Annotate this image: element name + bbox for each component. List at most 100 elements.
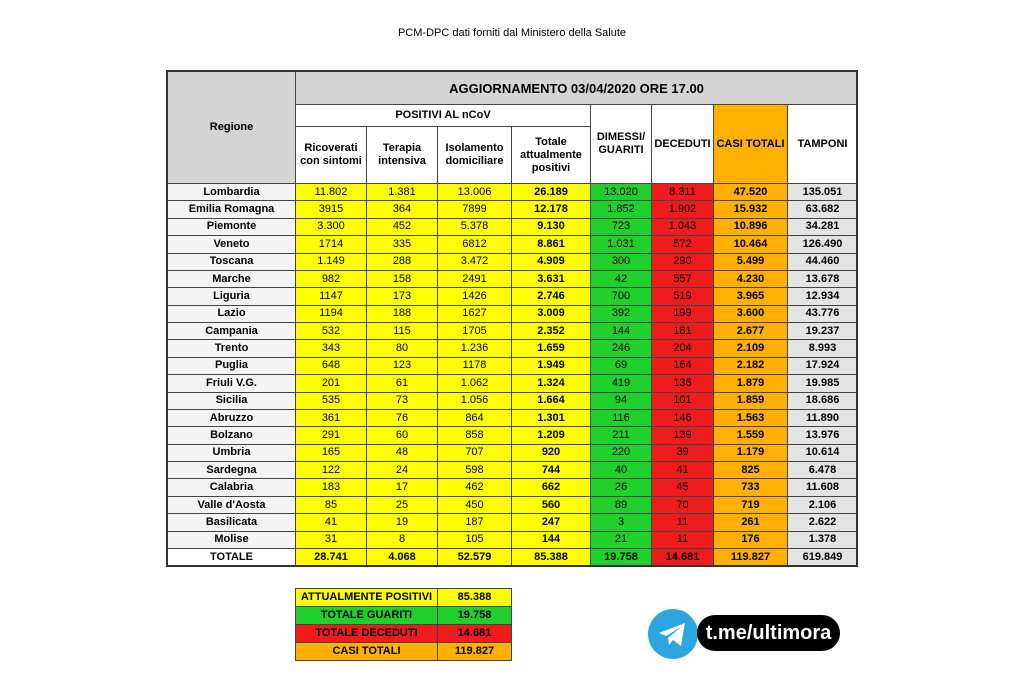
data-cell: 69: [590, 356, 652, 376]
total-cell: 119.827: [713, 548, 788, 567]
data-cell: 41: [295, 513, 367, 532]
column-header: Totale attualmente positivi: [511, 126, 591, 184]
data-cell: 80: [366, 339, 438, 358]
data-cell: 1.324: [511, 374, 591, 393]
region-name: Puglia: [167, 356, 296, 376]
data-cell: 246: [590, 339, 652, 358]
data-cell: 1.149: [295, 252, 367, 271]
summary-label: ATTUALMENTE POSITIVI: [295, 588, 438, 607]
data-cell: 1.664: [511, 391, 591, 410]
data-cell: 2.352: [511, 322, 591, 341]
region-name: Basilicata: [167, 513, 296, 532]
data-cell: 188: [366, 304, 438, 324]
data-cell: 519: [651, 287, 714, 306]
data-cell: 7899: [437, 200, 512, 219]
region-name: Veneto: [167, 235, 296, 254]
region-name: Piemonte: [167, 217, 296, 237]
data-cell: 176: [713, 530, 788, 549]
data-cell: 21: [590, 530, 652, 549]
data-cell: 364: [366, 200, 438, 219]
data-cell: 10.464: [713, 235, 788, 254]
data-cell: 31: [295, 530, 367, 549]
data-cell: 557: [651, 269, 714, 289]
data-cell: 1.879: [713, 374, 788, 393]
data-cell: 1.301: [511, 408, 591, 428]
data-cell: 101: [651, 391, 714, 410]
data-cell: 723: [590, 217, 652, 237]
data-cell: 1.902: [651, 200, 714, 219]
total-cell: 619.849: [787, 548, 858, 567]
region-name: Calabria: [167, 478, 296, 497]
data-cell: 12.934: [787, 287, 858, 306]
data-cell: 982: [295, 269, 367, 289]
channel-link[interactable]: t.me/ultimora: [697, 615, 840, 651]
data-cell: 136: [651, 374, 714, 393]
data-cell: 19.985: [787, 374, 858, 393]
data-cell: 1.949: [511, 356, 591, 376]
data-cell: 3.600: [713, 304, 788, 324]
data-cell: 3.009: [511, 304, 591, 324]
data-cell: 825: [713, 461, 788, 480]
data-cell: 135.051: [787, 183, 858, 202]
column-header: DIMESSI/ GUARITI: [590, 104, 652, 184]
data-cell: 26: [590, 478, 652, 497]
data-cell: 1.031: [590, 235, 652, 254]
data-cell: 144: [590, 322, 652, 341]
region-name: Campania: [167, 322, 296, 341]
data-cell: 18.686: [787, 391, 858, 410]
data-cell: 598: [437, 461, 512, 480]
column-header: DECEDUTI: [651, 104, 714, 184]
data-cell: 61: [366, 374, 438, 393]
data-cell: 11: [651, 530, 714, 549]
data-cell: 700: [590, 287, 652, 306]
data-cell: 3915: [295, 200, 367, 219]
data-cell: 1.236: [437, 339, 512, 358]
column-header: CASI TOTALI: [713, 104, 788, 184]
data-cell: 146: [651, 408, 714, 428]
data-cell: 920: [511, 443, 591, 463]
data-cell: 1.852: [590, 200, 652, 219]
data-cell: 39: [651, 443, 714, 463]
data-cell: 3: [590, 513, 652, 532]
data-cell: 173: [366, 287, 438, 306]
data-cell: 11.608: [787, 478, 858, 497]
data-cell: 6812: [437, 235, 512, 254]
summary-label: TOTALE DECEDUTI: [295, 624, 438, 643]
region-name: Friuli V.G.: [167, 374, 296, 393]
data-cell: 5.378: [437, 217, 512, 237]
data-cell: 158: [366, 269, 438, 289]
total-cell: 85.388: [511, 548, 591, 567]
data-cell: 183: [295, 478, 367, 497]
data-cell: 1194: [295, 304, 367, 324]
data-cell: 45: [651, 478, 714, 497]
data-cell: 300: [590, 252, 652, 271]
data-cell: 864: [437, 408, 512, 428]
data-cell: 1.859: [713, 391, 788, 410]
data-cell: 3.631: [511, 269, 591, 289]
total-label: TOTALE: [167, 548, 296, 567]
data-cell: 361: [295, 408, 367, 428]
region-name: Bolzano: [167, 426, 296, 445]
data-cell: 2491: [437, 269, 512, 289]
data-cell: 1.062: [437, 374, 512, 393]
data-cell: 261: [713, 513, 788, 532]
data-cell: 17.924: [787, 356, 858, 376]
data-cell: 572: [651, 235, 714, 254]
data-cell: 204: [651, 339, 714, 358]
data-cell: 44.460: [787, 252, 858, 271]
data-cell: 247: [511, 513, 591, 532]
region-header: Regione: [167, 71, 296, 184]
region-name: Marche: [167, 269, 296, 289]
region-name: Lazio: [167, 304, 296, 324]
total-cell: 28.741: [295, 548, 367, 567]
data-cell: 560: [511, 495, 591, 515]
total-cell: 19.758: [590, 548, 652, 567]
data-cell: 1178: [437, 356, 512, 376]
data-cell: 858: [437, 426, 512, 445]
data-cell: 105: [437, 530, 512, 549]
data-cell: 94: [590, 391, 652, 410]
data-cell: 13.006: [437, 183, 512, 202]
data-cell: 181: [651, 322, 714, 341]
data-cell: 1147: [295, 287, 367, 306]
data-cell: 2.106: [787, 495, 858, 515]
